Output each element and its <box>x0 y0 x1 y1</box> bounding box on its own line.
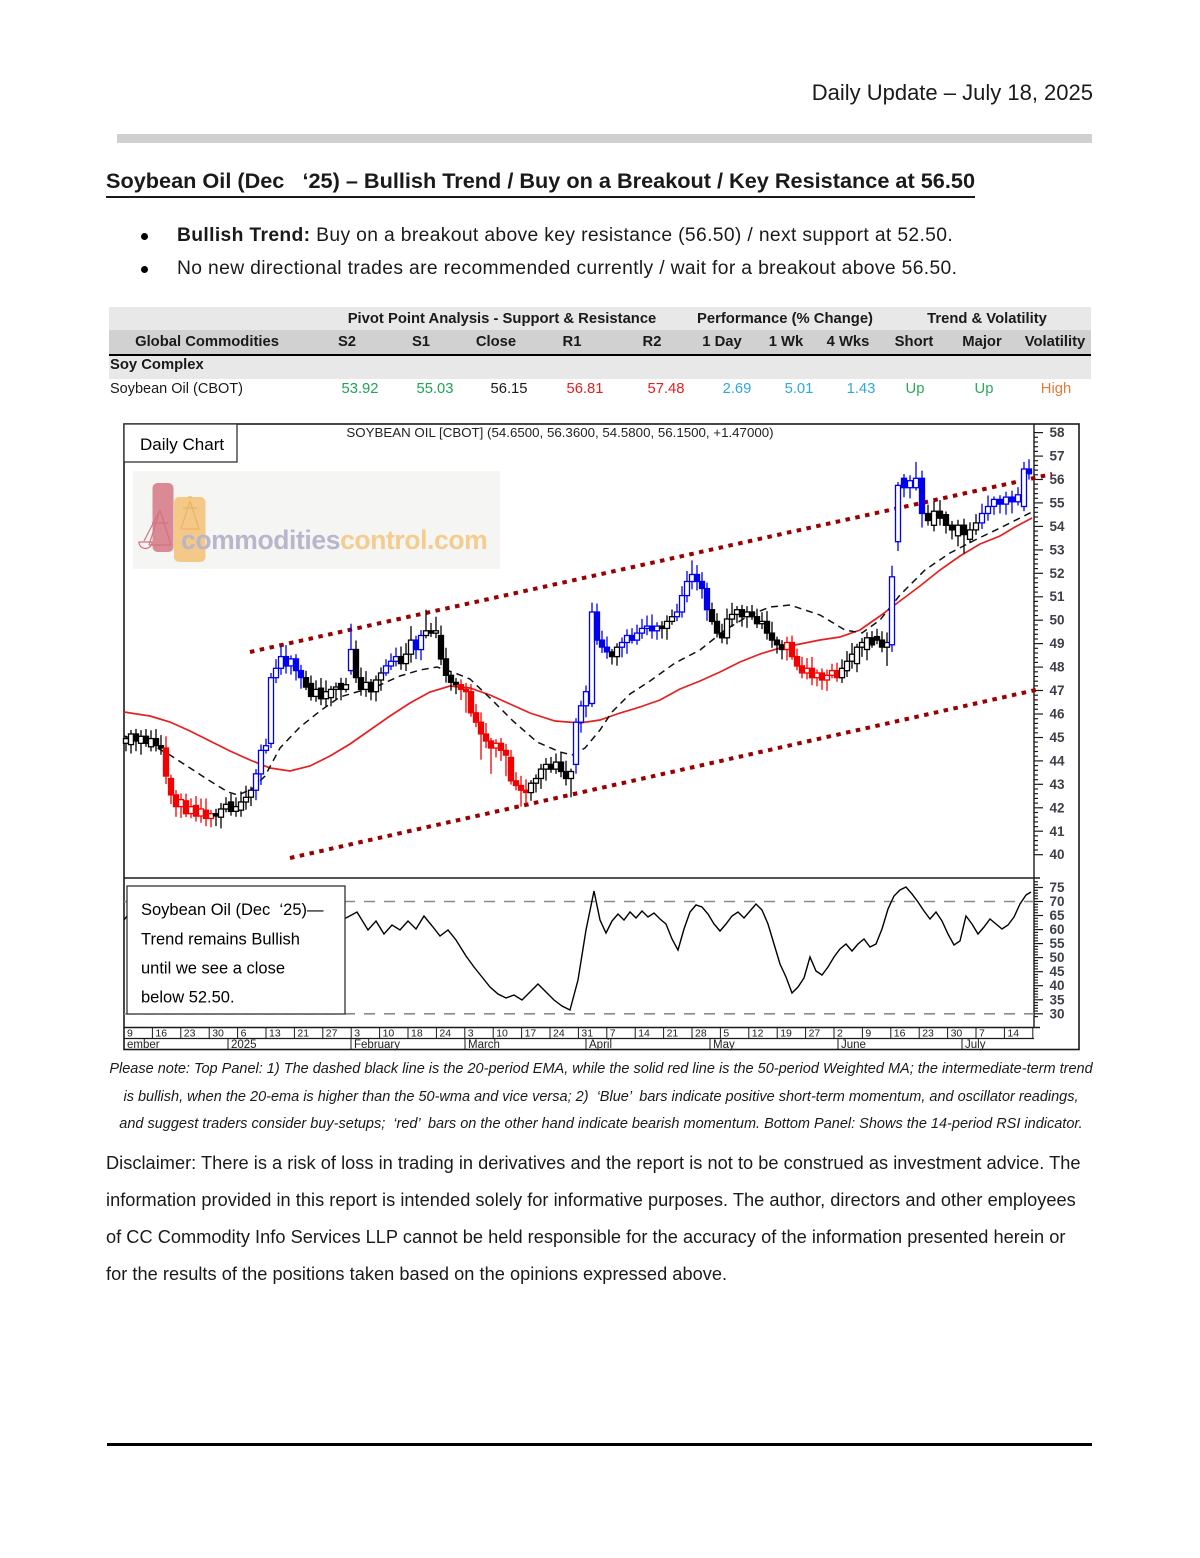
svg-text:70: 70 <box>1049 894 1064 909</box>
svg-text:commoditiescontrol.com: commoditiescontrol.com <box>181 525 487 555</box>
svg-text:until we see a close: until we see a close <box>141 960 285 978</box>
svg-text:14: 14 <box>1007 1028 1019 1040</box>
svg-text:June: June <box>841 1039 866 1051</box>
svg-text:Soybean Oil (Dec ‘25)—: Soybean Oil (Dec ‘25)— <box>141 901 324 919</box>
svg-text:13: 13 <box>269 1028 281 1040</box>
svg-text:31: 31 <box>581 1028 593 1040</box>
svg-text:ember: ember <box>127 1039 160 1051</box>
svg-text:3: 3 <box>468 1028 474 1040</box>
svg-text:24: 24 <box>439 1028 451 1040</box>
svg-text:47: 47 <box>1049 683 1064 698</box>
svg-text:55: 55 <box>1049 495 1065 510</box>
svg-text:3: 3 <box>354 1028 360 1040</box>
svg-text:February: February <box>354 1039 400 1051</box>
svg-text:41: 41 <box>1049 824 1065 839</box>
svg-text:5: 5 <box>723 1028 729 1040</box>
svg-text:16: 16 <box>894 1028 906 1040</box>
svg-text:57: 57 <box>1049 449 1064 464</box>
svg-text:30: 30 <box>951 1028 963 1040</box>
svg-text:46: 46 <box>1049 707 1065 722</box>
svg-text:56: 56 <box>1049 472 1065 487</box>
svg-text:49: 49 <box>1049 636 1064 651</box>
svg-text:23: 23 <box>922 1028 934 1040</box>
svg-text:60: 60 <box>1049 922 1064 937</box>
svg-text:24: 24 <box>553 1028 565 1040</box>
svg-text:19: 19 <box>780 1028 792 1040</box>
svg-text:58: 58 <box>1049 425 1065 440</box>
svg-text:28: 28 <box>695 1028 707 1040</box>
svg-text:May: May <box>713 1039 735 1051</box>
svg-text:10: 10 <box>496 1028 508 1040</box>
svg-text:35: 35 <box>1049 992 1065 1007</box>
svg-text:2: 2 <box>837 1028 843 1040</box>
svg-text:50: 50 <box>1049 613 1064 628</box>
svg-text:65: 65 <box>1049 908 1065 923</box>
svg-text:45: 45 <box>1049 964 1065 979</box>
svg-text:43: 43 <box>1049 777 1065 792</box>
svg-text:21: 21 <box>297 1028 309 1040</box>
svg-text:75: 75 <box>1049 880 1065 895</box>
svg-text:17: 17 <box>525 1028 537 1040</box>
svg-text:40: 40 <box>1049 847 1064 862</box>
svg-text:40: 40 <box>1049 978 1064 993</box>
svg-text:SOYBEAN OIL [CBOT] (54.6500, 5: SOYBEAN OIL [CBOT] (54.6500, 56.3600, 54… <box>346 425 773 440</box>
svg-text:6: 6 <box>241 1028 247 1040</box>
svg-text:42: 42 <box>1049 800 1064 815</box>
svg-text:21: 21 <box>667 1028 679 1040</box>
svg-text:March: March <box>468 1039 500 1051</box>
svg-text:27: 27 <box>809 1028 821 1040</box>
svg-text:14: 14 <box>638 1028 650 1040</box>
svg-text:2025: 2025 <box>231 1039 257 1051</box>
svg-text:7: 7 <box>979 1028 985 1040</box>
svg-text:below 52.50.: below 52.50. <box>141 989 235 1007</box>
svg-text:Daily Chart: Daily Chart <box>140 435 224 454</box>
svg-text:23: 23 <box>184 1028 196 1040</box>
svg-text:30: 30 <box>212 1028 224 1040</box>
svg-text:9: 9 <box>865 1028 871 1040</box>
svg-text:27: 27 <box>326 1028 338 1040</box>
svg-text:55: 55 <box>1049 936 1065 951</box>
svg-text:30: 30 <box>1049 1006 1064 1021</box>
svg-text:July: July <box>965 1039 986 1051</box>
svg-text:44: 44 <box>1049 753 1065 768</box>
svg-text:54: 54 <box>1049 519 1065 534</box>
svg-text:48: 48 <box>1049 660 1065 675</box>
svg-text:9: 9 <box>127 1028 133 1040</box>
svg-text:18: 18 <box>411 1028 423 1040</box>
svg-text:April: April <box>589 1039 612 1051</box>
svg-text:7: 7 <box>610 1028 616 1040</box>
svg-text:12: 12 <box>752 1028 764 1040</box>
svg-text:Trend remains Bullish: Trend remains Bullish <box>141 931 300 949</box>
svg-text:52: 52 <box>1049 566 1064 581</box>
svg-text:10: 10 <box>383 1028 395 1040</box>
svg-text:16: 16 <box>155 1028 167 1040</box>
svg-text:50: 50 <box>1049 950 1064 965</box>
svg-text:53: 53 <box>1049 542 1065 557</box>
svg-text:45: 45 <box>1049 730 1065 745</box>
svg-text:51: 51 <box>1049 589 1065 604</box>
